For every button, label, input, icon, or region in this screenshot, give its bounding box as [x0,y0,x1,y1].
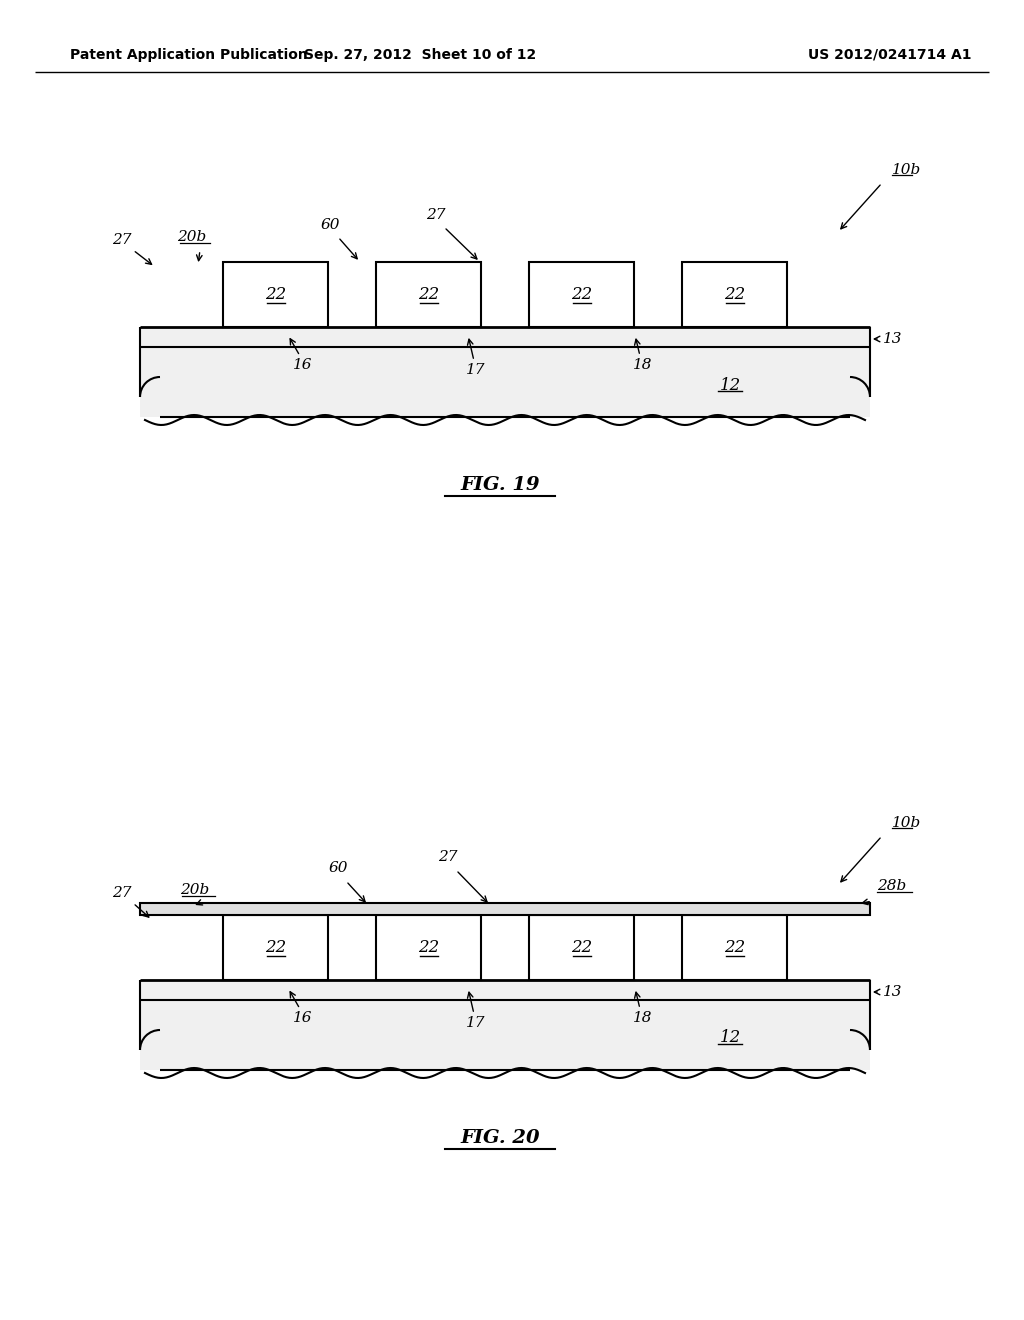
Text: 22: 22 [570,939,592,956]
Text: 12: 12 [720,1030,740,1047]
Text: 17: 17 [466,1016,485,1030]
Text: 22: 22 [418,286,439,304]
Text: FIG. 20: FIG. 20 [460,1129,540,1147]
Text: 28b: 28b [877,879,906,894]
Text: 22: 22 [724,939,745,956]
Text: 22: 22 [265,286,286,304]
Bar [529,261,634,327]
Text: 60: 60 [329,861,348,875]
Bar [376,261,481,327]
Text: 27: 27 [113,234,132,247]
Text: 22: 22 [418,939,439,956]
Text: Patent Application Publication: Patent Application Publication [70,48,308,62]
Bar [223,261,328,327]
Bar [682,261,787,327]
Bar [682,915,787,979]
Text: 22: 22 [570,286,592,304]
Text: US 2012/0241714 A1: US 2012/0241714 A1 [808,48,972,62]
Text: 10b: 10b [892,816,922,830]
Text: 60: 60 [321,218,340,232]
Bar [376,915,481,979]
Text: 10b: 10b [892,162,922,177]
Bar [529,915,634,979]
Text: 16: 16 [293,358,312,372]
Bar [140,979,870,1071]
Text: 27: 27 [113,886,132,900]
Text: 20b: 20b [180,883,210,898]
Bar [223,915,328,979]
Bar [140,903,870,915]
Text: 13: 13 [883,985,902,999]
Text: 20b: 20b [177,230,207,244]
Text: 12: 12 [720,376,740,393]
Text: 13: 13 [883,333,902,346]
Text: 18: 18 [633,1011,652,1026]
Text: 22: 22 [265,939,286,956]
Text: 22: 22 [724,286,745,304]
Text: 17: 17 [466,363,485,378]
Text: 27: 27 [426,209,445,222]
Text: 27: 27 [438,850,458,865]
Bar [140,327,870,417]
Text: 18: 18 [633,358,652,372]
Text: Sep. 27, 2012  Sheet 10 of 12: Sep. 27, 2012 Sheet 10 of 12 [304,48,537,62]
Text: FIG. 19: FIG. 19 [460,477,540,494]
Text: 16: 16 [293,1011,312,1026]
